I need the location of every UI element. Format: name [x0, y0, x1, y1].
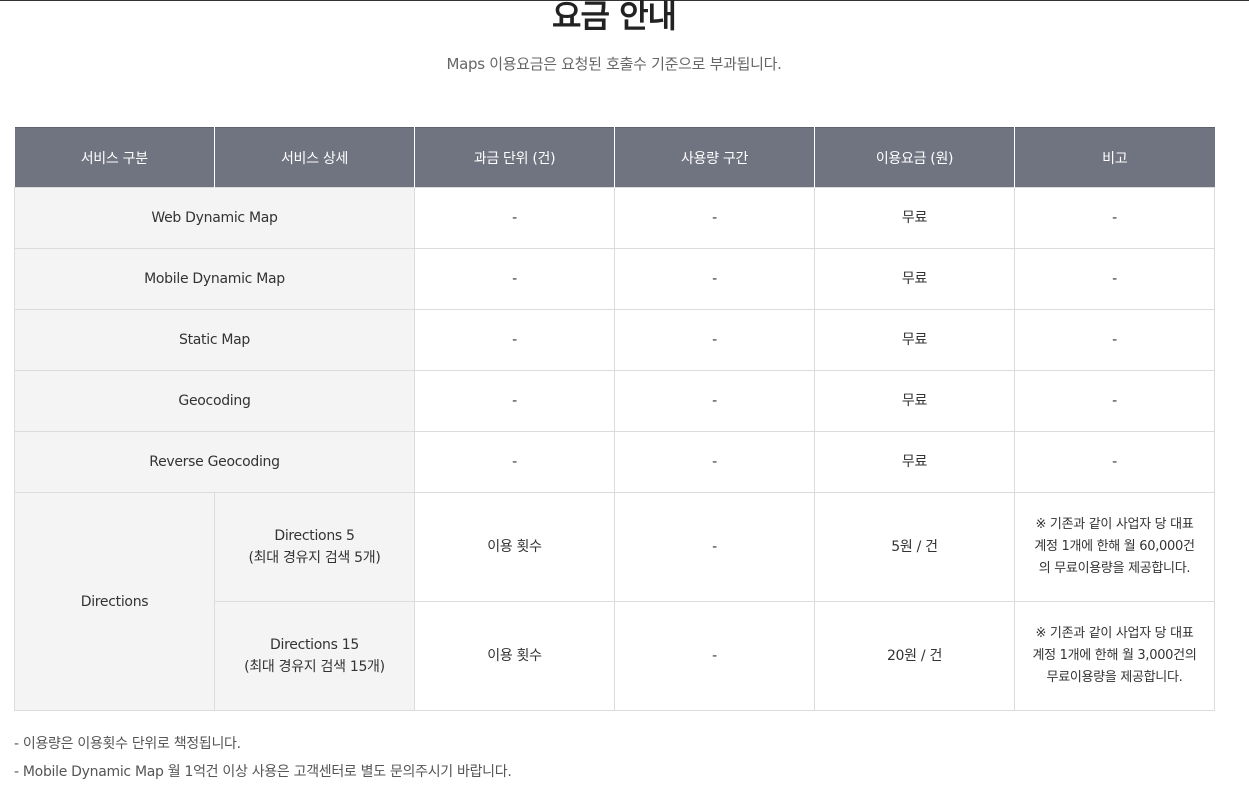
note: ※ 기존과 같이 사업자 당 대표 계정 1개에 한해 월 3,000건의 무료…	[1014, 601, 1215, 711]
price: 무료	[814, 187, 1015, 249]
billing-unit: -	[414, 248, 615, 310]
service-name: Web Dynamic Map	[14, 187, 415, 249]
table-header-row: 서비스 구분 서비스 상세 과금 단위 (건) 사용량 구간 이용요금 (원) …	[14, 127, 1215, 188]
table-row: Reverse Geocoding - - 무료 -	[14, 431, 1215, 493]
price: 무료	[814, 370, 1015, 432]
note: -	[1014, 370, 1215, 432]
billing-unit: -	[414, 309, 615, 371]
usage-range: -	[614, 248, 815, 310]
service-detail-sub: (최대 경유지 검색 5개)	[248, 550, 381, 566]
note-line: 의 무료이용량을 제공합니다.	[1038, 561, 1191, 576]
note-line: 계정 1개에 한해 월 3,000건의	[1032, 648, 1197, 663]
note-line: 계정 1개에 한해 월 60,000건	[1034, 539, 1195, 554]
note-line: ※ 기존과 같이 사업자 당 대표	[1035, 517, 1194, 532]
table-row: Directions Directions 5 (최대 경유지 검색 5개) 이…	[14, 492, 1215, 711]
note: -	[1014, 187, 1215, 249]
service-detail: Directions 5 (최대 경유지 검색 5개)	[214, 492, 415, 602]
table-row: Static Map - - 무료 -	[14, 309, 1215, 371]
column-header-price: 이용요금 (원)	[814, 127, 1015, 188]
billing-unit: -	[414, 187, 615, 249]
price: 무료	[814, 248, 1015, 310]
usage-range: -	[614, 309, 815, 371]
table-row: Mobile Dynamic Map - - 무료 -	[14, 248, 1215, 310]
usage-range: -	[614, 431, 815, 493]
price: 무료	[814, 309, 1015, 371]
note: -	[1014, 248, 1215, 310]
table-row: Web Dynamic Map - - 무료 -	[14, 187, 1215, 249]
service-detail-sub: (최대 경유지 검색 15개)	[244, 659, 385, 675]
page-subtitle: Maps 이용요금은 요청된 호출수 기준으로 부과됩니다.	[446, 55, 782, 73]
pricing-table: 서비스 구분 서비스 상세 과금 단위 (건) 사용량 구간 이용요금 (원) …	[14, 127, 1215, 711]
note: -	[1014, 309, 1215, 371]
usage-range: -	[614, 187, 815, 249]
service-name: Geocoding	[14, 370, 415, 432]
billing-unit: -	[414, 370, 615, 432]
column-header-unit: 과금 단위 (건)	[414, 127, 615, 188]
price: 무료	[814, 431, 1015, 493]
footnote: - Mobile Dynamic Map 월 1억건 이상 사용은 고객센터로 …	[14, 764, 512, 780]
column-header-service: 서비스 구분	[14, 127, 215, 188]
service-detail: Directions 15 (최대 경유지 검색 15개)	[214, 601, 415, 711]
note-line: 무료이용량을 제공합니다.	[1046, 670, 1183, 685]
usage-range: -	[614, 492, 815, 602]
billing-unit: -	[414, 431, 615, 493]
billing-unit: 이용 횟수	[414, 601, 615, 711]
column-header-note: 비고	[1014, 127, 1215, 188]
column-header-range: 사용량 구간	[614, 127, 815, 188]
note: -	[1014, 431, 1215, 493]
service-detail-name: Directions 15	[270, 637, 359, 653]
column-header-detail: 서비스 상세	[214, 127, 415, 188]
service-name-directions: Directions	[14, 492, 215, 711]
usage-range: -	[614, 601, 815, 711]
note: ※ 기존과 같이 사업자 당 대표 계정 1개에 한해 월 60,000건 의 …	[1014, 492, 1215, 602]
price: 5원 / 건	[814, 492, 1015, 602]
footnotes: - 이용량은 이용횟수 단위로 책정됩니다. - Mobile Dynamic …	[14, 730, 512, 786]
price: 20원 / 건	[814, 601, 1015, 711]
usage-range: -	[614, 370, 815, 432]
footnote: - 이용량은 이용횟수 단위로 책정됩니다.	[14, 736, 241, 752]
note-line: ※ 기존과 같이 사업자 당 대표	[1035, 626, 1194, 641]
service-detail-name: Directions 5	[274, 528, 355, 544]
service-name: Static Map	[14, 309, 415, 371]
top-divider	[0, 0, 1249, 1]
billing-unit: 이용 횟수	[414, 492, 615, 602]
service-name: Mobile Dynamic Map	[14, 248, 415, 310]
table-row: Directions 15 (최대 경유지 검색 15개) 이용 횟수 - 20…	[15, 601, 1215, 711]
page-title: 요금 안내	[552, 0, 677, 35]
service-name: Reverse Geocoding	[14, 431, 415, 493]
table-row: Geocoding - - 무료 -	[14, 370, 1215, 432]
